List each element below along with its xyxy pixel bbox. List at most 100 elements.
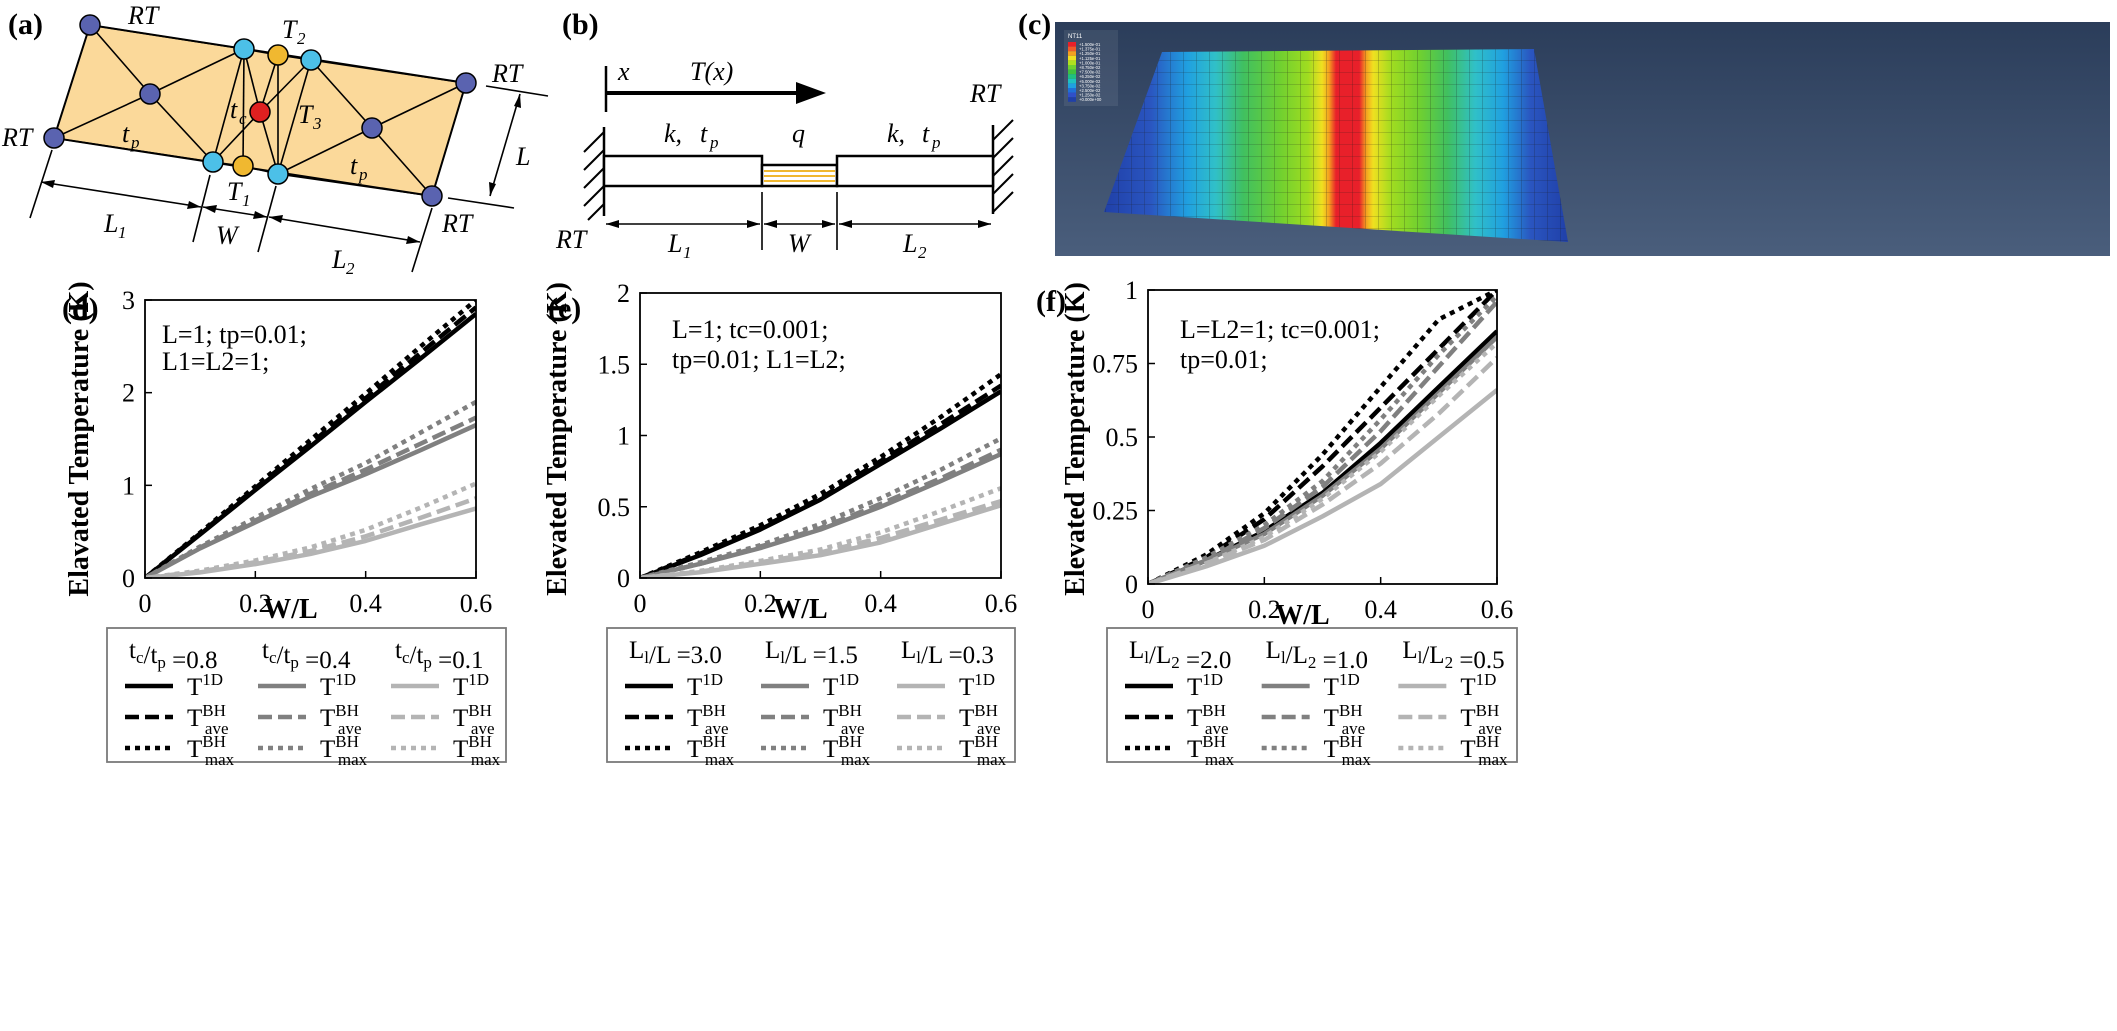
legend-swatch xyxy=(1068,42,1076,47)
legend-swatch xyxy=(1068,51,1076,56)
annotation-line: L=1; tp=0.01; xyxy=(162,320,307,349)
legend-title: NT11 xyxy=(1068,34,1083,40)
y-tick-label: 0.75 xyxy=(1093,350,1139,379)
label-tc: t xyxy=(230,95,238,124)
legend-entry-sub: ave xyxy=(1342,719,1366,738)
legend-entry: T1D xyxy=(959,670,995,701)
legend-entry-sup: 1D xyxy=(1202,670,1223,689)
dimension-arrows xyxy=(41,94,521,244)
label-L2: L xyxy=(902,229,917,258)
legend-entry-sup: 1D xyxy=(335,670,356,689)
legend-title-part: c xyxy=(402,648,410,667)
legend-title-part: /t xyxy=(277,642,291,669)
legend-entry: TBH max xyxy=(823,732,871,769)
legend-entry-sub: max xyxy=(705,750,735,769)
legend-entry-sup: BH xyxy=(468,701,492,720)
label-L2-sub: 2 xyxy=(346,259,355,278)
legend-entry-sup: BH xyxy=(702,701,726,720)
legend-entry-sub: max xyxy=(1342,750,1372,769)
panel-a-label: (a) xyxy=(8,8,43,41)
legend-value: +1.125e-01 xyxy=(1079,56,1101,61)
annotation-line: L=1; tc=0.001; xyxy=(672,315,828,344)
chart-f: 0 0.2 0.4 0.6 0 0.25 0.5 0.75 1 (f) W/L Elevated Te… xyxy=(1036,276,1518,769)
legend-title-part: =3.0 xyxy=(670,642,722,669)
label-tp-left-sub: p xyxy=(709,133,719,152)
panel-a-schematic: (a) xyxy=(1,1,549,278)
legend-title-part: /t xyxy=(144,642,158,669)
legend-entry-sup: BH xyxy=(838,701,862,720)
legend-entry-sub: max xyxy=(338,750,368,769)
node-corner xyxy=(455,72,477,94)
legend-entry-base: T xyxy=(320,736,335,763)
y-tick-label: 1 xyxy=(617,422,630,451)
legend-title-part: t xyxy=(129,637,136,664)
label-x: x xyxy=(617,57,630,86)
legend-title-part: =1.5 xyxy=(806,642,858,669)
legend-entry-sup: 1D xyxy=(468,670,489,689)
legend-entry-sup: BH xyxy=(1339,732,1363,751)
series-line xyxy=(1148,300,1497,584)
legend-title-part: l xyxy=(780,648,785,667)
legend-entry-base: T xyxy=(1324,674,1339,701)
x-tick-label: 0.6 xyxy=(985,589,1018,618)
legend-title-part: /L xyxy=(1149,642,1171,669)
legend-entry-sup: 1D xyxy=(1339,670,1360,689)
legend-entry: TBH max xyxy=(687,732,735,769)
legend-entry: T1D xyxy=(1187,670,1223,701)
legend-title-part: l xyxy=(1144,648,1149,667)
legend-entry-sub: ave xyxy=(1205,719,1229,738)
legend-entry-sup: BH xyxy=(335,732,359,751)
legend-group-title: tc/tp =0.8 xyxy=(129,637,218,674)
legend-swatch xyxy=(1068,69,1076,75)
legend-entry: TBH ave xyxy=(1324,701,1366,738)
panel-c-label: (c) xyxy=(1018,8,1051,41)
panel-b-schematic: (b) xyxy=(555,8,1014,262)
legend-entry: T1D xyxy=(1460,670,1496,701)
y-axis-label: Elavated Temperature (K) xyxy=(64,281,95,596)
legend-title-part: t xyxy=(395,637,402,664)
y-tick-label: 0 xyxy=(1125,570,1138,599)
legend-group-title: Ll/L2 =0.5 xyxy=(1402,637,1504,674)
legend-swatch xyxy=(1068,55,1076,61)
label-t3-sub: 3 xyxy=(312,114,322,133)
node-interior xyxy=(139,83,161,105)
series-group xyxy=(1148,290,1497,584)
node-boundary xyxy=(233,38,255,60)
legend-title-part: l xyxy=(916,648,921,667)
y-tick-label: 2 xyxy=(617,279,630,308)
legend-entry-sub: max xyxy=(841,750,871,769)
x-tick-label: 0 xyxy=(139,589,152,618)
annotation-line: tp=0.01; xyxy=(1180,345,1268,374)
legend-title-part: =0.4 xyxy=(299,647,351,674)
legend-entry-sup: BH xyxy=(1476,732,1500,751)
annotation-line: L1=L2=1; xyxy=(162,347,269,376)
series-line xyxy=(145,506,476,578)
label-tc-sub: c xyxy=(239,109,247,128)
series-line xyxy=(1148,388,1497,584)
legend-group-title: Ll/L2 =2.0 xyxy=(1129,637,1231,674)
legend-entry: T1D xyxy=(687,670,723,701)
legend-title-part: L xyxy=(1402,637,1417,664)
legend-swatch xyxy=(1068,74,1076,79)
annotation-line: L=L2=1; tc=0.001; xyxy=(1180,315,1380,344)
legend-value: +7.500e-02 xyxy=(1079,70,1101,75)
legend-value: +1.375e-01 xyxy=(1079,47,1101,52)
legend-entry-sup: BH xyxy=(974,701,998,720)
legend-swatch xyxy=(1068,88,1076,93)
legend-value: +6.250e-02 xyxy=(1079,74,1101,79)
legend-group-title: Ll/L =0.3 xyxy=(901,637,994,669)
legend-entry-sub: ave xyxy=(1478,719,1502,738)
legend-title-part: l xyxy=(1281,648,1286,667)
legend-entry-base: T xyxy=(187,705,202,732)
x-tick-label: 0.2 xyxy=(744,589,777,618)
x-arrow-head xyxy=(796,82,826,104)
legend-entry-sup: BH xyxy=(974,732,998,751)
legend-swatch xyxy=(1068,92,1076,98)
label-q: q xyxy=(792,119,805,148)
series-line xyxy=(1148,355,1497,584)
legend-entry: TBH max xyxy=(1324,732,1372,769)
legend-group-title: Ll/L2 =1.0 xyxy=(1266,637,1368,674)
